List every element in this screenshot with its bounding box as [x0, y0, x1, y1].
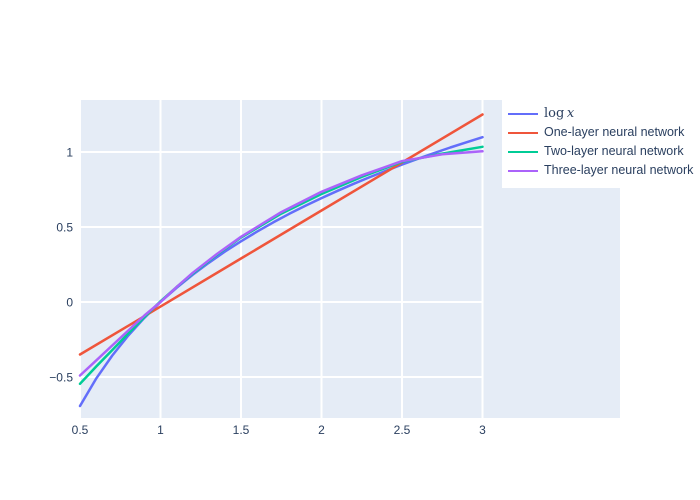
x-tick-label: 1.5	[233, 423, 250, 437]
y-tick-label: 0.5	[56, 221, 73, 235]
x-tick-label: 2.5	[394, 423, 411, 437]
legend-item-0[interactable]: log x	[508, 104, 693, 123]
y-tick-label: −0.5	[49, 371, 73, 385]
legend-label: log x	[544, 106, 575, 121]
x-tick-label: 2	[318, 423, 325, 437]
x-tick-label: 1	[157, 423, 164, 437]
legend-line-sample	[508, 150, 538, 153]
y-tick-label: 0	[66, 296, 73, 310]
legend-item-3[interactable]: Three-layer neural network	[508, 161, 693, 180]
legend-item-1[interactable]: One-layer neural network	[508, 123, 693, 142]
x-tick-label: 3	[479, 423, 486, 437]
trace-3[interactable]	[78, 150, 484, 377]
legend-item-2[interactable]: Two-layer neural network	[508, 142, 693, 161]
legend-line-sample	[508, 169, 538, 172]
legend: log x One-layer neural network Two-layer n…	[502, 96, 700, 188]
y-tick-label: 1	[66, 146, 73, 160]
legend-label: Two-layer neural network	[544, 144, 684, 158]
legend-label: Three-layer neural network	[544, 163, 694, 177]
legend-label: One-layer neural network	[544, 125, 685, 139]
x-tick-label: 0.5	[72, 423, 89, 437]
legend-line-sample	[508, 112, 538, 115]
legend-line-sample	[508, 131, 538, 134]
